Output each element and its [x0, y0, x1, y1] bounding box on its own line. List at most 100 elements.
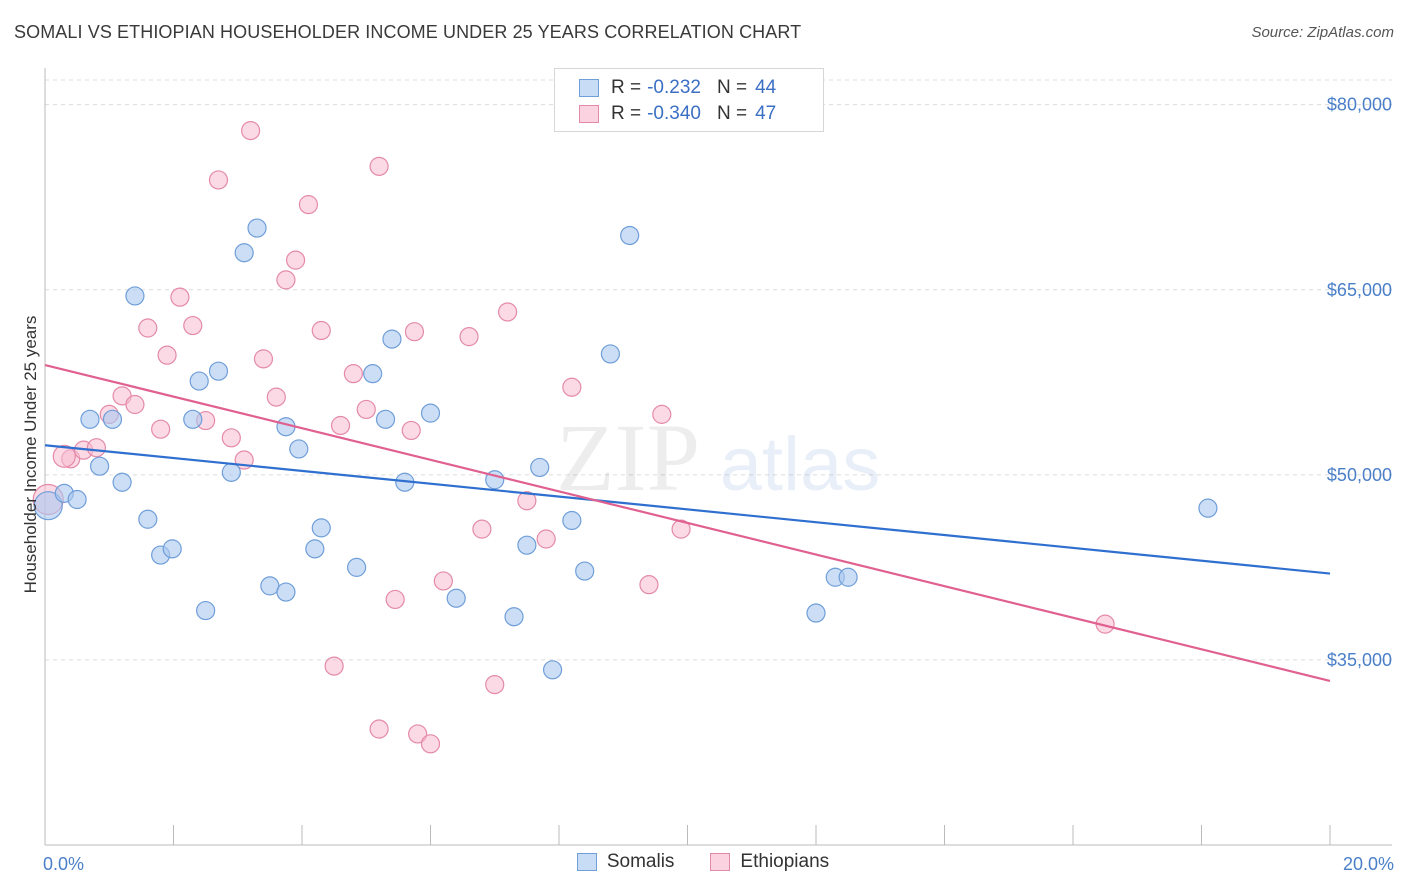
- somali-point: [112, 472, 132, 492]
- somali-point: [347, 557, 367, 577]
- somali-point: [806, 603, 826, 623]
- legend-r-label: R =: [611, 77, 642, 98]
- somali-point: [183, 409, 203, 429]
- somali-point: [276, 582, 296, 602]
- somali-point: [375, 409, 396, 429]
- somali-point: [33, 491, 63, 521]
- legend-row-ethiopian: R = -0.340 N = 47: [579, 103, 776, 125]
- ethiopian-point: [324, 656, 344, 676]
- legend-r-label: R =: [611, 103, 642, 124]
- ethiopian-point: [562, 377, 582, 397]
- ethiopian-point: [125, 394, 145, 415]
- somali-points: [33, 218, 1218, 680]
- ethiopian-point: [86, 438, 107, 458]
- y-axis-title: Householder Income Under 25 years: [21, 316, 40, 594]
- ethiopian-point: [369, 719, 389, 739]
- somali-point: [67, 489, 87, 510]
- somali-point: [504, 607, 524, 627]
- ethiopian-point: [330, 415, 351, 436]
- somali-point: [80, 409, 100, 429]
- somali-point: [102, 409, 123, 429]
- watermark-atlas: atlas: [720, 422, 881, 507]
- somali-point: [305, 539, 325, 559]
- ethiopian-point: [498, 302, 518, 322]
- ethiopian-point: [266, 387, 286, 407]
- ethiopian-point: [183, 315, 203, 336]
- somali-point: [221, 462, 241, 482]
- ethiopian-point: [433, 571, 453, 591]
- legend-n-value: 47: [755, 103, 777, 124]
- somali-point: [234, 243, 254, 263]
- somali-point: [125, 286, 145, 306]
- legend-label-somalis: Somalis: [606, 851, 675, 872]
- watermark: ZIP atlas: [556, 404, 880, 511]
- somali-point: [542, 660, 563, 680]
- ethiopian-point: [343, 364, 363, 384]
- somali-point: [162, 539, 182, 559]
- ethiopian-point: [208, 170, 229, 190]
- ethiopian-trend-line: [44, 363, 1331, 682]
- somali-swatch: [576, 853, 597, 871]
- ethiopian-point: [253, 349, 274, 369]
- ethiopian-point: [157, 345, 177, 365]
- somali-point: [600, 344, 621, 364]
- somali-swatch: [579, 79, 599, 97]
- ethiopian-point: [401, 420, 421, 441]
- x-tick-label: 0.0%: [43, 854, 84, 874]
- somali-point: [138, 509, 158, 529]
- source-credit: Source: ZipAtlas.com: [1251, 24, 1394, 41]
- legend-r-value: -0.340: [647, 103, 701, 124]
- chart-title: SOMALI VS ETHIOPIAN HOUSEHOLDER INCOME U…: [14, 22, 802, 42]
- y-tick-label: $35,000: [1327, 650, 1392, 670]
- axes: [44, 68, 1392, 846]
- y-tick-label: $80,000: [1327, 95, 1392, 115]
- ethiopian-point: [311, 320, 331, 341]
- legend-item-somalis[interactable]: Somalis: [576, 851, 675, 873]
- watermark-zip: ZIP: [556, 404, 700, 511]
- tick-labels: $35,000 $50,000 $65,000 $80,000 0.0% 20.0% Hou…: [21, 95, 1394, 874]
- ethiopian-point: [276, 270, 296, 290]
- trend-lines: [44, 363, 1331, 682]
- ethiopian-point: [408, 724, 428, 744]
- grid-lines: [45, 79, 1392, 661]
- somali-point: [517, 535, 537, 555]
- somali-point: [620, 225, 640, 246]
- somali-trend-line: [44, 444, 1331, 575]
- ethiopian-point: [459, 327, 479, 347]
- ethiopian-point: [52, 444, 76, 468]
- ethiopian-point: [485, 674, 505, 695]
- legend-n-label: N =: [716, 77, 748, 98]
- x-tick-label: 20.0%: [1343, 854, 1394, 874]
- correlation-legend: R = -0.232 N = 44 R = -0.340 N = 47: [554, 68, 824, 132]
- ethiopian-point: [671, 519, 691, 539]
- somali-point: [289, 439, 309, 459]
- somali-point: [838, 567, 858, 587]
- somali-point: [90, 456, 110, 476]
- somali-point: [530, 457, 550, 478]
- somali-point: [260, 576, 280, 596]
- ethiopian-point: [639, 575, 659, 595]
- ethiopian-point: [385, 589, 405, 610]
- ethiopian-point: [517, 491, 537, 511]
- ethiopian-point: [221, 428, 241, 448]
- somali-point: [1198, 498, 1218, 518]
- ethiopian-point: [420, 734, 441, 754]
- somali-point: [208, 361, 229, 381]
- series-legend: Somalis Ethiopians: [0, 851, 1406, 873]
- ethiopian-point: [404, 322, 425, 342]
- legend-label-ethiopians: Ethiopians: [740, 851, 830, 872]
- ethiopian-point: [536, 529, 556, 549]
- somali-point: [311, 518, 331, 538]
- somali-point: [247, 218, 267, 238]
- somali-point: [575, 561, 595, 581]
- legend-r-value: -0.232: [647, 77, 701, 98]
- ethiopian-point: [652, 404, 672, 424]
- legend-item-ethiopians[interactable]: Ethiopians: [710, 851, 829, 873]
- ethiopian-point: [356, 399, 376, 420]
- ethiopian-point: [170, 287, 190, 307]
- legend-row-somali: R = -0.232 N = 44: [579, 77, 776, 99]
- somali-point: [196, 600, 216, 621]
- ethiopian-point: [138, 318, 158, 338]
- ethiopian-swatch: [579, 105, 599, 123]
- somali-point: [363, 364, 383, 384]
